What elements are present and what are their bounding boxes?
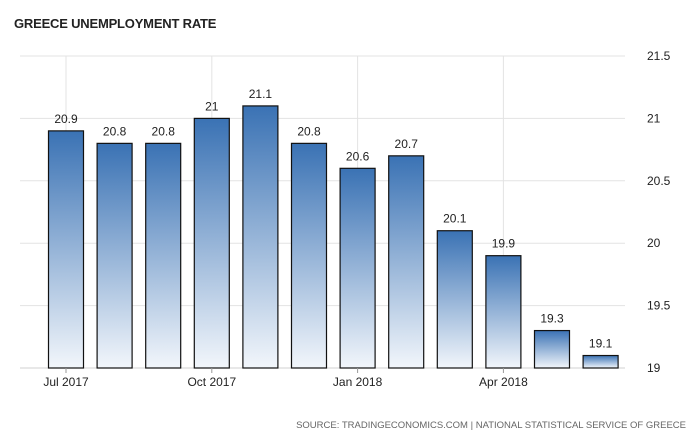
data-label: 19.9: [492, 237, 516, 251]
data-labels: 20.9 20.8 20.8 21 21.1 20.8 20.6 20.7 20.1 19.9 19…: [54, 87, 612, 351]
y-tick-label: 20.5: [647, 174, 671, 188]
x-axis-ticks: Jul 2017 Oct 2017 Jan 2018 Apr 2018: [43, 368, 528, 389]
y-axis-ticks: 19 19.5 20 20.5 21 21.5: [647, 49, 671, 375]
bar: [193, 117, 230, 369]
y-tick-label: 19: [647, 361, 661, 375]
bar: [47, 130, 85, 369]
bar: [290, 142, 328, 369]
x-tick-label: Oct 2017: [187, 375, 236, 389]
bar: [96, 142, 133, 369]
data-label: 20.7: [395, 137, 419, 151]
data-label: 20.8: [152, 124, 176, 138]
data-label: 20.8: [103, 124, 127, 138]
data-label: 21: [205, 99, 219, 113]
bar: [436, 230, 473, 369]
bar: [582, 354, 619, 369]
data-label: 21.1: [249, 87, 273, 101]
y-tick-label: 19.5: [647, 299, 671, 313]
data-label: 20.9: [54, 112, 78, 126]
data-label: 20.1: [443, 212, 467, 226]
data-label: 19.3: [540, 312, 564, 326]
x-tick-label: Apr 2018: [479, 375, 528, 389]
bar: [485, 255, 522, 369]
bar: [145, 142, 182, 369]
y-tick-label: 20: [647, 236, 661, 250]
data-label: 20.6: [346, 149, 370, 163]
data-label: 20.8: [297, 124, 321, 138]
y-tick-label: 21: [647, 111, 661, 125]
x-tick-label: Jan 2018: [333, 375, 383, 389]
chart-title: GREECE UNEMPLOYMENT RATE: [14, 16, 217, 31]
x-tick-label: Jul 2017: [43, 375, 89, 389]
bar: [242, 105, 279, 369]
bar: [533, 329, 571, 369]
bar: [388, 155, 425, 369]
source-note: SOURCE: TRADINGECONOMICS.COM | NATIONAL …: [296, 420, 686, 431]
y-tick-label: 21.5: [647, 49, 671, 63]
data-label: 19.1: [589, 337, 613, 351]
bar: [339, 167, 376, 369]
bars: [47, 105, 619, 369]
